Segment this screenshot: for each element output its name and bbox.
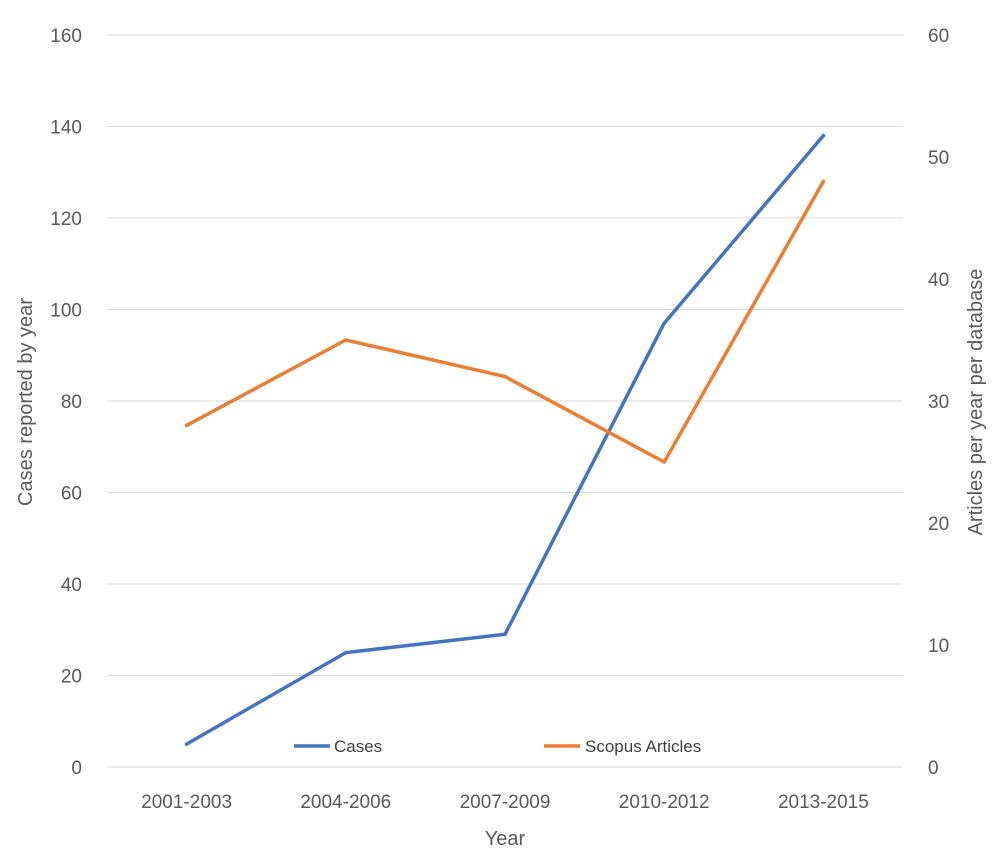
y-tick-label: 100 — [50, 301, 82, 322]
x-tick-label: 2007-2009 — [460, 792, 551, 813]
x-axis-ticks: 2001-2003 2004-2006 2007-2009 2010-2012 2013… — [141, 792, 869, 813]
y-tick-label: 60 — [61, 484, 82, 505]
data-point-cases — [662, 321, 666, 326]
y2-tick-label: 10 — [928, 636, 949, 657]
data-point-cases — [503, 632, 507, 637]
y2-tick-label: 60 — [928, 26, 949, 47]
y2-tick-label: 0 — [928, 758, 939, 779]
y-tick-label: 120 — [50, 209, 82, 230]
x-tick-label: 2001-2003 — [141, 792, 232, 813]
series-line-cases — [184, 133, 826, 746]
x-tick-label: 2013-2015 — [778, 792, 869, 813]
right-axis-ticks: 0 10 20 30 40 50 60 — [928, 26, 949, 779]
y2-tick-label: 40 — [928, 270, 949, 291]
data-point-scopus-articles — [184, 423, 189, 428]
data-point-cases — [344, 650, 348, 655]
y-tick-label: 40 — [61, 575, 82, 596]
legend-label-cases: Cases — [334, 737, 382, 756]
data-point-cases — [821, 133, 826, 138]
data-point-scopus-articles — [821, 179, 826, 184]
y-tick-label: 160 — [50, 26, 82, 47]
y2-tick-label: 20 — [928, 514, 949, 535]
y-axis-title: Cases reported by year — [15, 298, 37, 506]
x-tick-label: 2004-2006 — [300, 792, 391, 813]
y2-axis-title: Articles per year per database — [965, 269, 987, 536]
data-point-cases — [184, 742, 189, 746]
y-tick-label: 20 — [61, 667, 82, 688]
gridlines — [107, 34, 903, 768]
legend-item-scopus-articles: Scopus Articles — [544, 737, 701, 756]
series-line-scopus-articles — [184, 179, 826, 464]
legend-item-cases: Cases — [294, 737, 382, 756]
series-lines — [184, 133, 826, 746]
legend: Cases Scopus Articles — [294, 737, 701, 756]
y-tick-label: 80 — [61, 392, 82, 413]
x-tick-label: 2010-2012 — [619, 792, 710, 813]
data-point-scopus-articles — [503, 374, 507, 379]
y-tick-label: 140 — [50, 118, 82, 139]
x-axis-title: Year — [485, 828, 526, 850]
data-point-scopus-articles — [344, 338, 348, 342]
left-axis-ticks: 0 20 40 60 80 100 120 140 160 — [50, 26, 82, 779]
legend-label-scopus-articles: Scopus Articles — [585, 737, 701, 756]
y-tick-label: 0 — [71, 758, 82, 779]
y2-tick-label: 50 — [928, 148, 949, 169]
y2-tick-label: 30 — [928, 392, 949, 413]
data-point-scopus-articles — [662, 460, 666, 464]
